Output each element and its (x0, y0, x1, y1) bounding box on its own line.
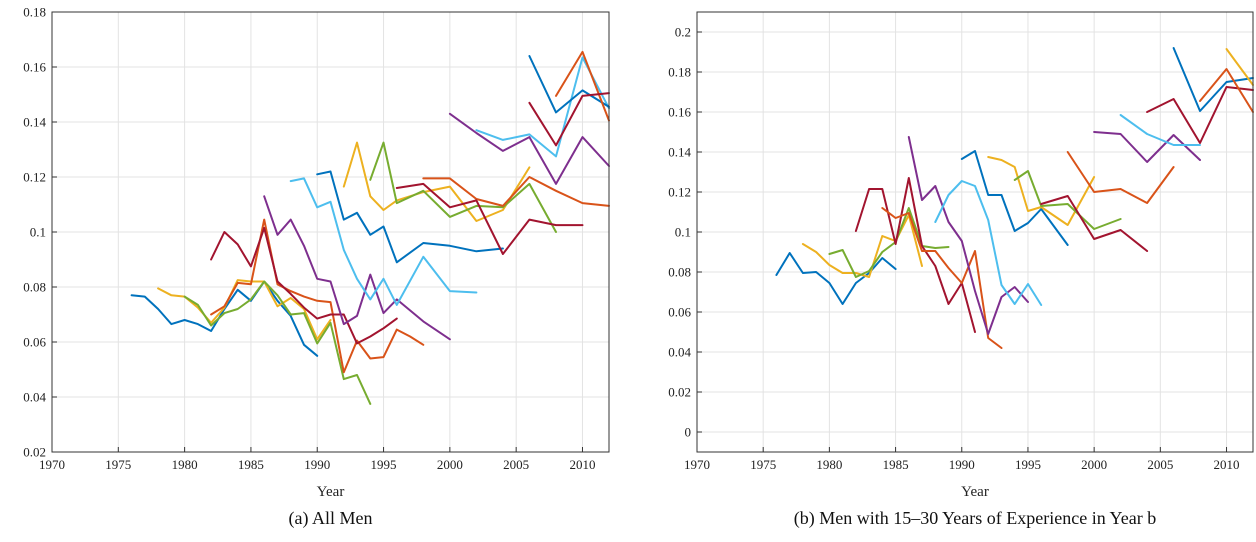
y-tick-label: 0 (685, 425, 692, 440)
x-tick-label: 1970 (684, 457, 710, 472)
y-tick-label: 0.18 (668, 65, 691, 80)
series-line-8 (316, 170, 504, 264)
x-tick-label: 1970 (39, 457, 65, 472)
series-line-9 (342, 141, 531, 222)
x-tick-label: 1995 (371, 457, 397, 472)
x-tick-label: 2000 (1081, 457, 1107, 472)
y-tick-label: 0.12 (668, 185, 691, 200)
x-tick-label: 2010 (1214, 457, 1240, 472)
y-tick-label: 0.18 (23, 5, 46, 20)
y-tick-label: 0.1 (30, 225, 46, 240)
y-tick-label: 0.06 (668, 305, 691, 320)
series-line-15 (1146, 86, 1254, 144)
x-tick-label: 2005 (1147, 457, 1173, 472)
panel-a-all-men: 1970 1975 1980 1985 1990 1995 2000 2005 2010 0.02… (23, 5, 610, 529)
y-tick-label: 0.16 (668, 105, 691, 120)
series-line-13 (1093, 131, 1201, 163)
panel-caption: (b) Men with 15–30 Years of Experience i… (794, 508, 1156, 529)
panel-caption: (a) All Men (289, 508, 373, 529)
y-tick-label: 0.04 (23, 390, 46, 405)
x-tick-label: 2000 (437, 457, 463, 472)
x-tick-label: 1975 (750, 457, 776, 472)
x-tick-label: 1985 (883, 457, 909, 472)
y-tick-label: 0.06 (23, 335, 46, 350)
series-line-16 (555, 50, 610, 122)
series-line-12 (395, 182, 584, 255)
series-line-9 (987, 156, 1096, 226)
x-tick-label: 1975 (105, 457, 131, 472)
x-tick-label: 1990 (304, 457, 330, 472)
series-line-7 (289, 177, 478, 306)
y-tick-label: 0.14 (668, 145, 691, 160)
x-axis-label: Year (961, 484, 989, 500)
series-line-3 (828, 207, 950, 278)
series-line-10 (1013, 170, 1122, 230)
series-line-10 (369, 141, 557, 233)
x-tick-label: 1980 (172, 457, 198, 472)
y-tick-label: 0.2 (675, 25, 691, 40)
x-tick-label: 1990 (949, 457, 975, 472)
series-line-4 (210, 218, 425, 374)
series-line-5 (210, 226, 398, 345)
series-line-14 (1119, 114, 1201, 146)
series-line-6 (263, 195, 451, 341)
series-line-2 (157, 279, 332, 341)
series-line-5 (881, 207, 1003, 349)
series-line-6 (907, 136, 1029, 335)
y-tick-label: 0.04 (668, 345, 691, 360)
series-line-17 (528, 92, 610, 147)
x-axis-label: Year (317, 484, 345, 500)
y-tick-label: 0.16 (23, 60, 46, 75)
series-line-15 (528, 55, 610, 114)
series-line-2 (801, 214, 923, 278)
y-tick-label: 0.02 (23, 445, 46, 460)
series-line-14 (475, 56, 610, 158)
series-line-18 (1225, 48, 1254, 86)
series-line-17 (1199, 68, 1254, 113)
y-tick-label: 0.02 (668, 385, 691, 400)
series-line-3 (183, 280, 372, 405)
x-tick-label: 1980 (816, 457, 842, 472)
y-tick-label: 0.12 (23, 170, 46, 185)
series-line-11 (1040, 195, 1149, 252)
y-tick-label: 0.08 (23, 280, 46, 295)
y-tick-label: 0.1 (675, 225, 691, 240)
series-line-13 (448, 112, 610, 185)
x-tick-label: 2005 (503, 457, 529, 472)
series-line-12 (1066, 151, 1175, 204)
y-tick-label: 0.08 (668, 265, 691, 280)
y-tick-label: 0.14 (23, 115, 46, 130)
series-line-16 (1172, 47, 1254, 112)
series-line-4 (854, 177, 976, 333)
x-tick-label: 1985 (238, 457, 264, 472)
series-line-8 (960, 150, 1069, 246)
series-line-11 (422, 176, 610, 207)
series-line-1 (775, 252, 897, 305)
x-tick-label: 2010 (569, 457, 595, 472)
x-tick-label: 1995 (1015, 457, 1041, 472)
panel-b-experienced-men: 1970 1975 1980 1985 1990 1995 2000 2005 2010 0 0.0… (668, 11, 1254, 529)
series-line-7 (934, 180, 1043, 306)
